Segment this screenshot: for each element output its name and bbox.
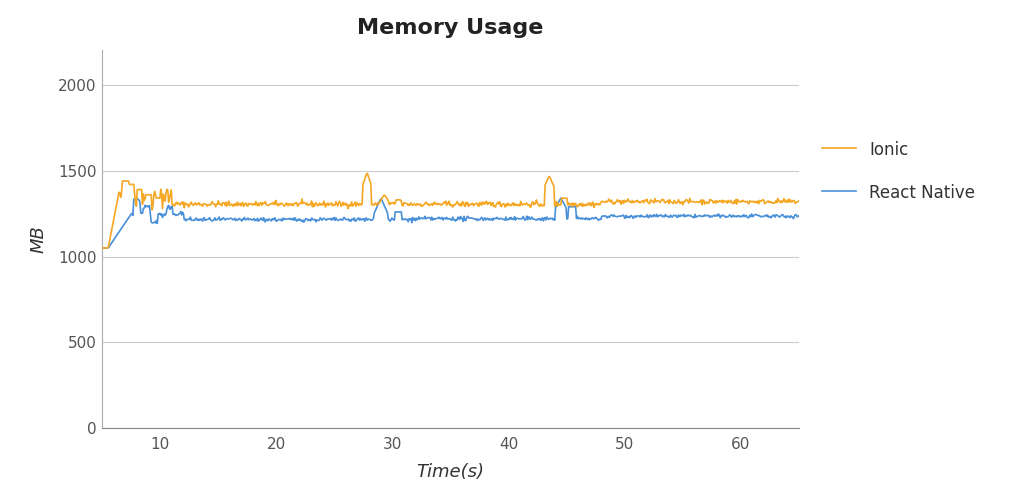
React Native xyxy=(96,245,109,251)
Ionic xyxy=(626,200,638,206)
Ionic xyxy=(502,200,514,206)
Ionic xyxy=(696,197,709,203)
React Native xyxy=(793,213,805,219)
Ionic xyxy=(361,170,374,176)
React Native xyxy=(519,217,531,223)
Ionic xyxy=(541,178,553,184)
Ionic xyxy=(139,196,152,202)
X-axis label: Time(s): Time(s) xyxy=(417,463,484,481)
Ionic xyxy=(520,200,532,206)
Ionic xyxy=(793,198,805,204)
React Native xyxy=(540,217,552,223)
React Native xyxy=(555,195,567,201)
Legend: Ionic, React Native: Ionic, React Native xyxy=(814,133,983,210)
Y-axis label: MB: MB xyxy=(30,225,47,254)
Ionic xyxy=(96,245,109,251)
React Native xyxy=(696,213,709,219)
Line: React Native: React Native xyxy=(102,198,799,248)
React Native xyxy=(501,217,513,223)
Title: Memory Usage: Memory Usage xyxy=(357,18,544,38)
React Native xyxy=(139,202,152,208)
Line: Ionic: Ionic xyxy=(102,173,799,248)
React Native xyxy=(626,213,638,219)
